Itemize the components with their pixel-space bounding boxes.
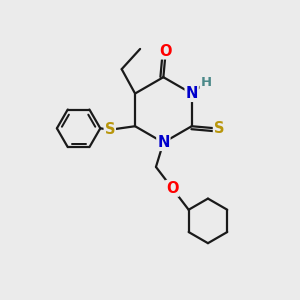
Text: N: N <box>185 86 198 101</box>
Text: S: S <box>104 122 115 137</box>
Text: O: O <box>160 44 172 59</box>
Text: N: N <box>157 135 170 150</box>
Text: S: S <box>214 121 224 136</box>
Text: O: O <box>166 181 178 196</box>
Text: H: H <box>200 76 211 89</box>
